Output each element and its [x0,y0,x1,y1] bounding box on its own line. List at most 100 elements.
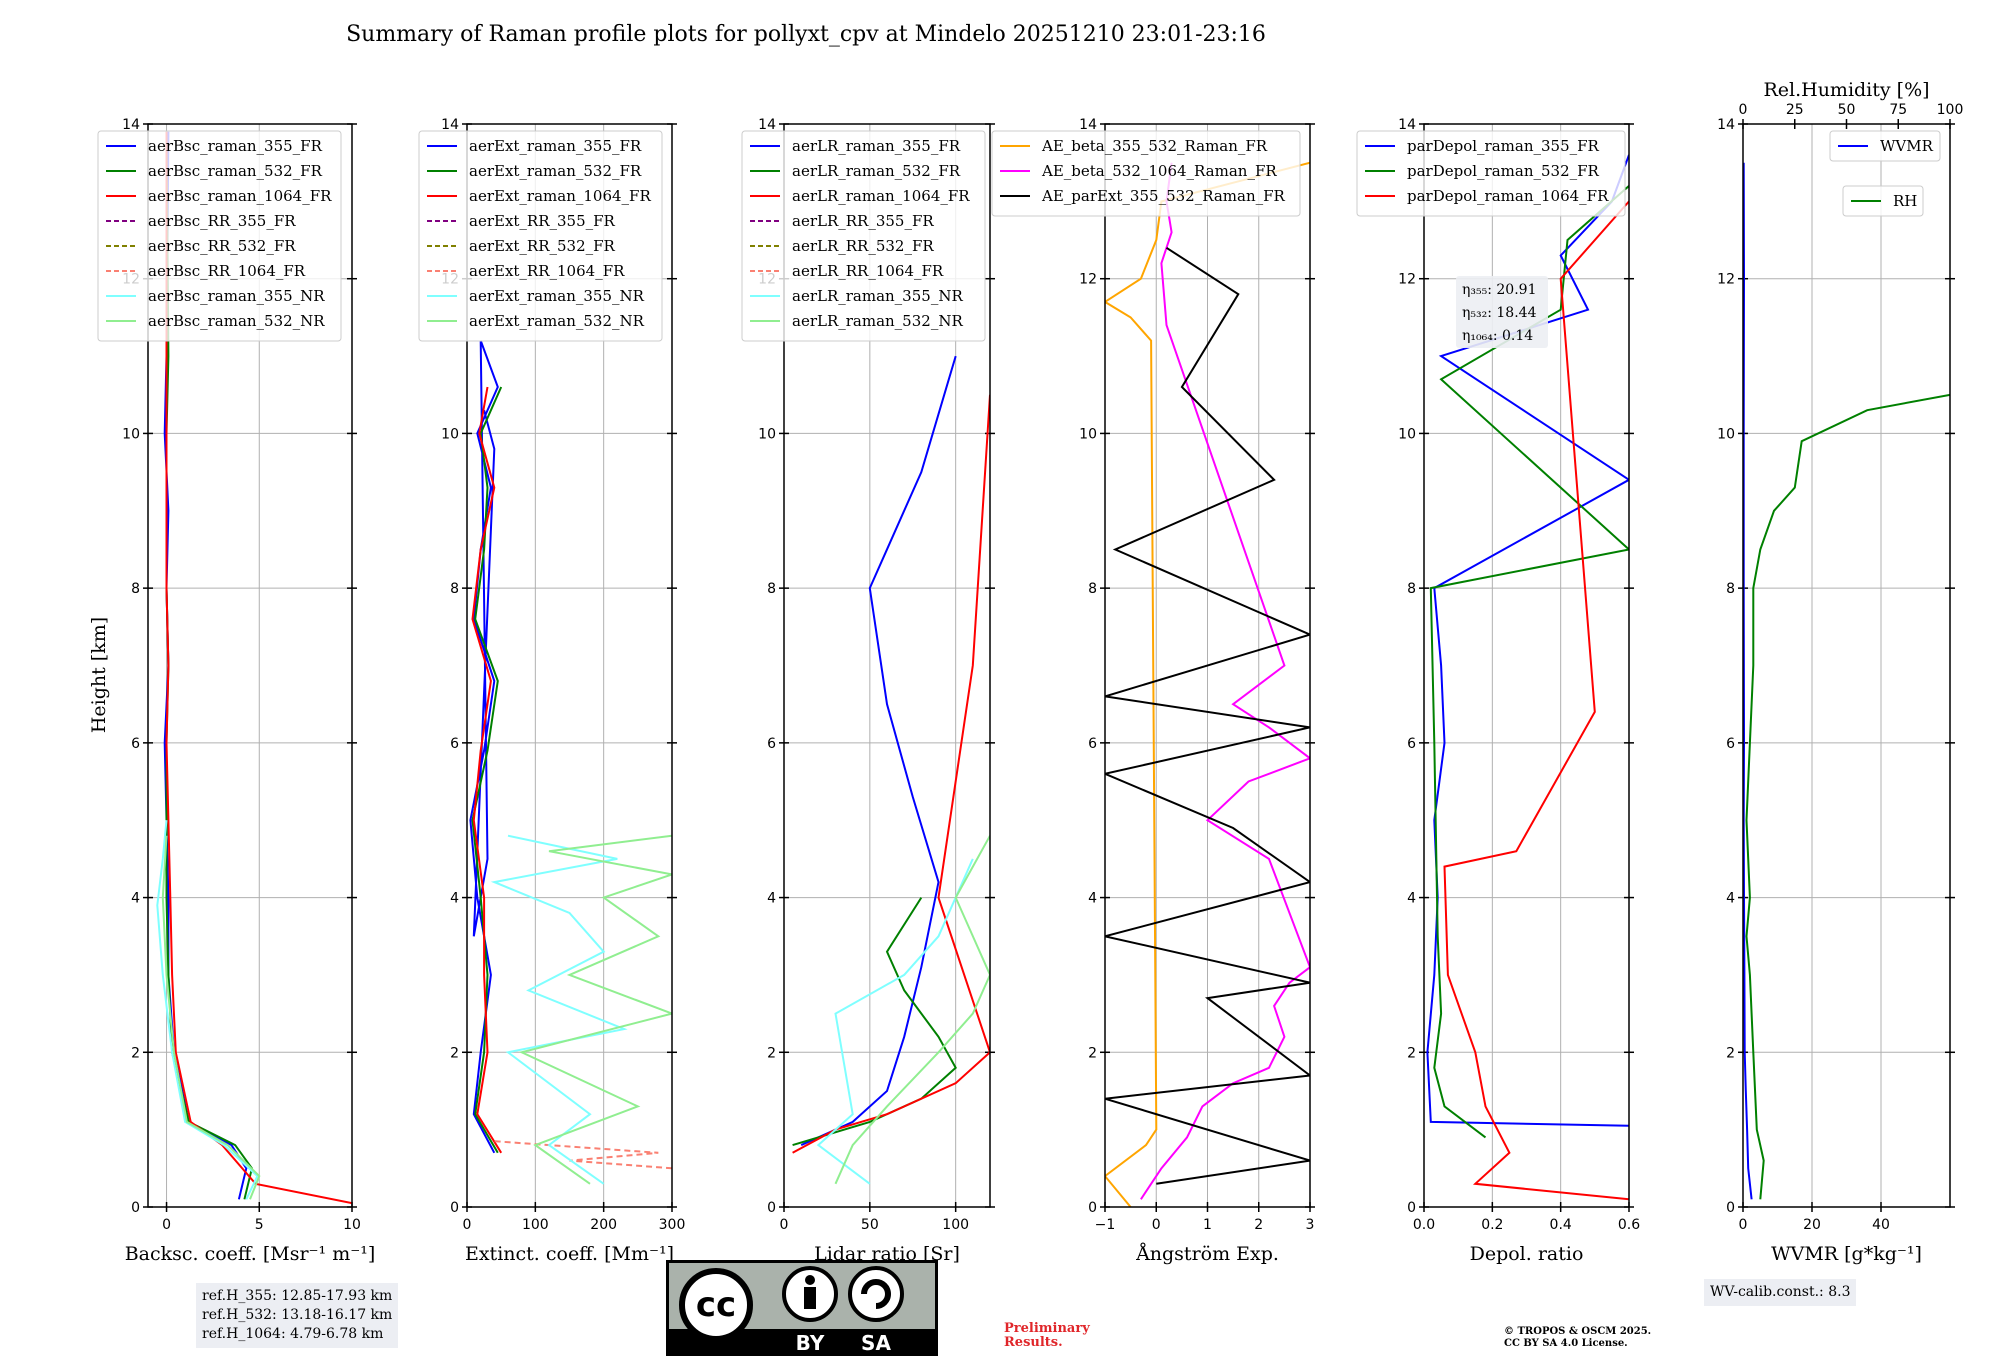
y-tick-label: 2 [1407,1045,1416,1061]
x-tick-label: 100 [942,1217,969,1233]
legend-entry: aerLR_RR_1064_FR [792,262,944,280]
y-tick-label: 10 [758,426,776,442]
legend: AE_beta_355_532_Raman_FR AE_beta_532_1064… [991,130,1301,217]
axes-frame [1423,123,1630,1208]
legend-entry: aerExt_raman_355_FR [469,137,642,155]
y-tick-label: 0 [1726,1200,1735,1216]
x-tick-label: 0 [1739,1217,1748,1233]
series-aerExt_RR_1064_FR [494,1140,672,1170]
series-group [1105,161,1310,1207]
x-tick-label: 200 [590,1217,617,1233]
y-tick-label: 8 [1726,581,1735,597]
legend-entry: aerLR_raman_532_NR [792,312,963,330]
legend-box [1842,185,1924,217]
series-group [469,340,672,1185]
copyright-note: © TROPOS & OSCM 2025. CC BY SA 4.0 Licen… [1504,1326,1651,1350]
axes-frame [466,123,673,1208]
series-group [1426,154,1629,1201]
x-tick-label: 0 [780,1217,789,1233]
y-tick-label: 8 [450,581,459,597]
eta-value: η₅₃₂: 18.44 [1462,305,1537,321]
y-tick-label: 0 [1407,1200,1416,1216]
legend-box [741,130,986,342]
legend-entry: aerExt_RR_1064_FR [469,262,625,280]
by-person-body [804,1287,816,1309]
x-tick-label: 40 [1872,1217,1890,1233]
height-axis-label: Height [km] [88,617,110,733]
x-tick-label: 0.4 [1550,1217,1572,1233]
y-tick-label: 10 [1398,426,1416,442]
series-aerExt_raman_532_NR [518,834,672,1185]
y-tick-label: 14 [1079,117,1097,133]
prelim-line-2: Results. [1004,1335,1063,1350]
x-axis-label: Depol. ratio [1470,1243,1584,1265]
legend-box [97,130,342,342]
legend-box [418,130,663,342]
axes-frame [1104,123,1311,1208]
y-tick-label: 14 [758,117,776,133]
y-tick-label: 2 [450,1045,459,1061]
profile-panel-2: 024681012140100200300Extinct. coeff. [Mm… [418,117,685,1265]
y-tick-label: 6 [1088,736,1097,752]
x-tick-label: 0 [463,1217,472,1233]
ref-h-355: ref.H_355: 12.85-17.93 km [202,1288,393,1304]
top-x-tick-label: 0 [1739,102,1748,118]
legend-entry: aerLR_RR_355_FR [792,212,934,230]
copyright-line-2: CC BY SA 4.0 License. [1504,1338,1628,1349]
x-tick-label: 1 [1203,1217,1212,1233]
legend-entry: aerBsc_raman_1064_FR [148,187,332,205]
legend-entry: aerBsc_RR_1064_FR [148,262,306,280]
legend: aerExt_raman_355_FR aerExt_raman_532_FRae… [418,130,663,342]
x-axis-label: Extinct. coeff. [Mm⁻¹] [465,1243,674,1265]
legend-entry: aerLR_raman_532_FR [792,162,961,180]
x-tick-label: 20 [1803,1217,1821,1233]
cc-by-sa-badge: cc BY SA [666,1260,938,1356]
legend-entry: aerBsc_raman_355_NR [148,287,325,305]
series-parDepol_raman_1064_FR [1443,200,1629,1201]
x-tick-label: −1 [1095,1217,1116,1233]
x-tick-label: 3 [1306,1217,1315,1233]
series-aerLR_raman_355_NR [816,858,974,1185]
series-group [792,355,990,1185]
legend-entry: aerBsc_raman_355_FR [148,137,323,155]
series-aerLR_raman_532_FR [792,897,957,1147]
y-tick-label: 6 [131,736,140,752]
y-tick-label: 10 [122,426,140,442]
y-tick-label: 14 [122,117,140,133]
y-tick-label: 10 [1079,426,1097,442]
y-tick-label: 6 [450,736,459,752]
series-aerExt_raman_355_NR [490,834,628,1185]
legend-entry: aerBsc_raman_532_FR [148,162,323,180]
legend-entry: AE_parExt_355_532_Raman_FR [1041,187,1286,205]
top-x-tick-label: 100 [1937,102,1964,118]
series-aerBsc_raman_355_NR [156,820,259,1200]
profile-panel-3: 02468101214050100Lidar ratio [Sr]aerLR_r… [741,117,995,1265]
y-tick-label: 0 [767,1200,776,1216]
x-tick-label: 100 [522,1217,549,1233]
x-tick-label: 5 [255,1217,264,1233]
legend-entry: parDepol_raman_1064_FR [1407,187,1609,205]
legend-box [991,130,1301,217]
x-axis-label: WVMR [g*kg⁻¹] [1771,1243,1922,1265]
legend-box [1356,130,1626,217]
y-tick-label: 2 [1088,1045,1097,1061]
series-aerExt_raman_1064_FR [471,386,503,1154]
series-RH [1745,393,1950,1200]
legend-entry: aerLR_raman_355_FR [792,137,961,155]
x-tick-label: 0.0 [1413,1217,1435,1233]
legend-entry: AE_beta_355_532_Raman_FR [1041,137,1268,155]
series-AE_beta_355_532_Raman_FR [1105,161,1310,1207]
sa-icon [848,1266,904,1322]
ref-h-532: ref.H_532: 13.18-16.17 km [202,1307,393,1323]
y-tick-label: 4 [1088,891,1097,907]
by-label: BY [796,1331,825,1355]
sa-arrow [861,1279,891,1309]
series-aerExt_raman_532_FR [471,386,503,1154]
y-tick-label: 12 [1717,272,1735,288]
y-tick-label: 8 [767,581,776,597]
y-tick-label: 2 [767,1045,776,1061]
profile-panel-5: 0 2 4 6 8 10 12 14 0.0 0.2 0.4 0.6 Depol. ratio parDe… [1356,117,1640,1265]
series-aerLR_raman_532_NR [834,835,990,1185]
x-tick-label: 0.6 [1618,1217,1640,1233]
